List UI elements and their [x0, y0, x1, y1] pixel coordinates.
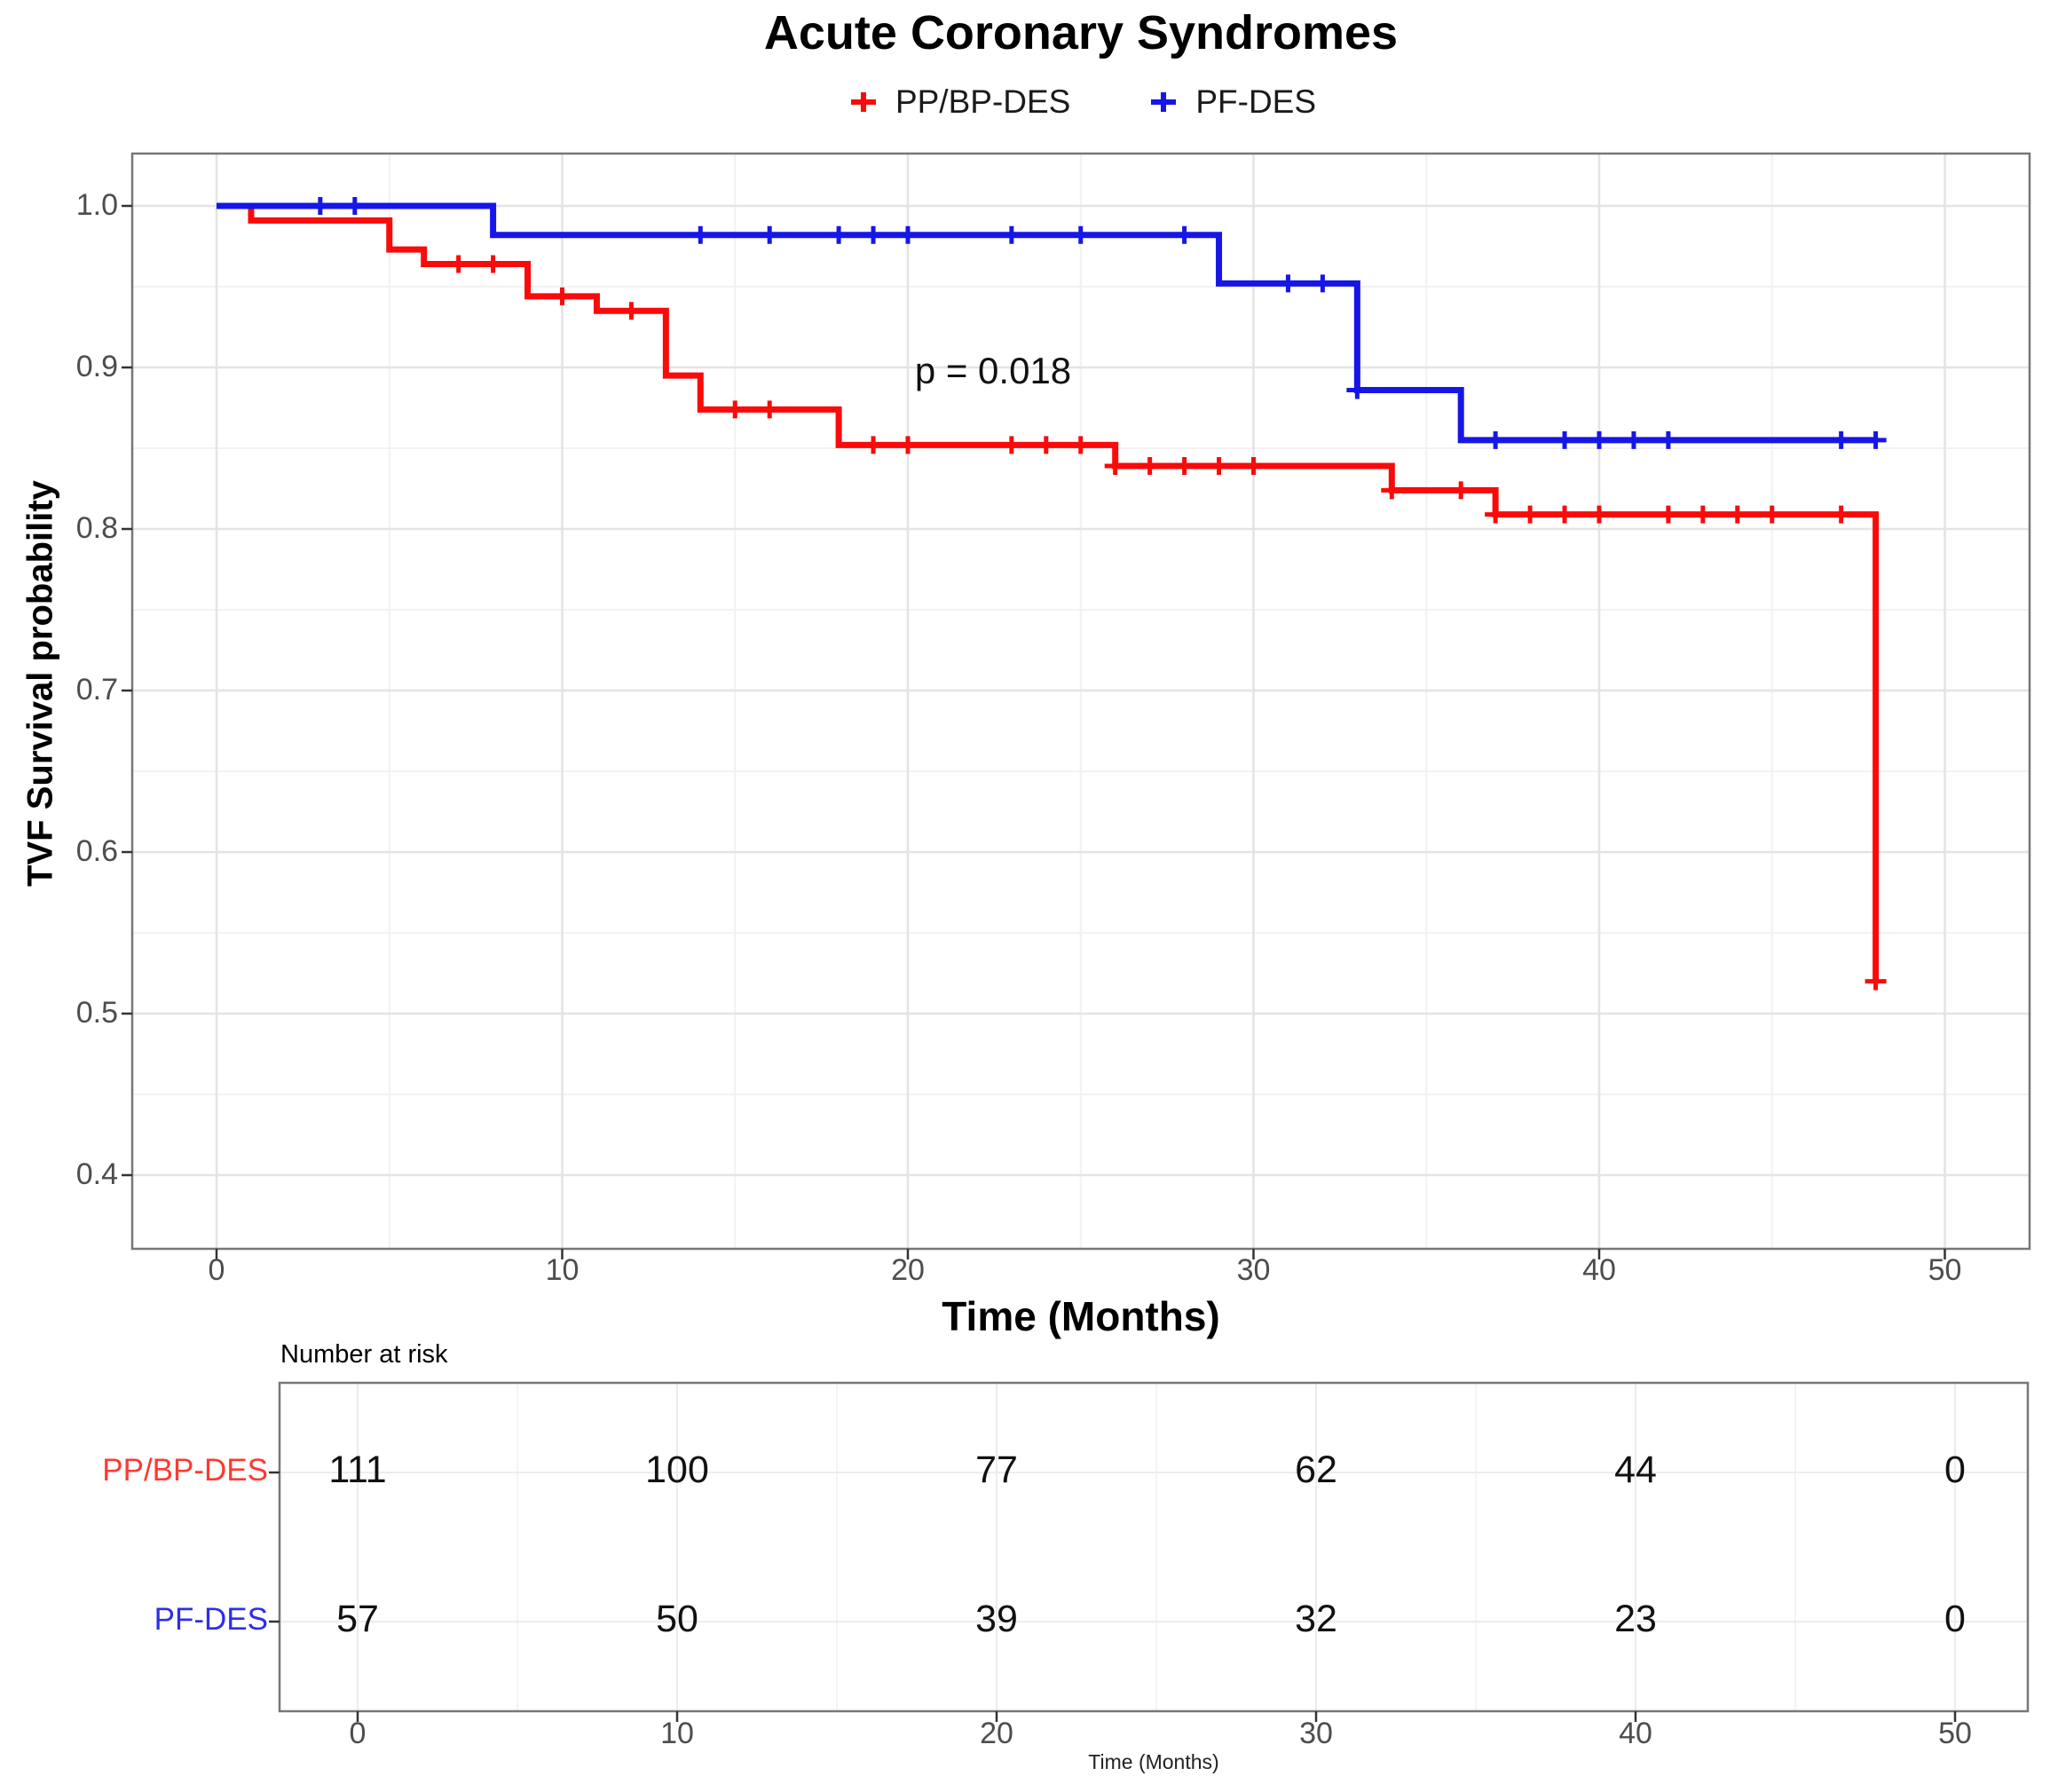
risk-table-caption: Number at risk: [280, 1340, 448, 1369]
censor-mark: [1312, 274, 1334, 293]
y-tick-label: 0.7: [75, 673, 118, 707]
censor-mark: [1830, 430, 1852, 449]
risk-value: 62: [1295, 1449, 1337, 1491]
censor-mark: [1691, 505, 1714, 524]
risk-row-label: PP/BP-DES: [102, 1453, 268, 1488]
censor-mark: [309, 197, 331, 215]
censor-mark: [1069, 436, 1092, 454]
km-curve-1: [217, 197, 1887, 449]
censor-mark: [863, 225, 885, 244]
y-tick-label: 1.0: [75, 188, 118, 222]
censor-mark: [1035, 436, 1057, 454]
y-tick-label: 0.9: [75, 350, 118, 383]
risk-table-x-axis-title: Time (Months): [1088, 1750, 1219, 1773]
censor-mark: [1830, 505, 1852, 524]
censor-mark: [1242, 457, 1265, 476]
legend-item-pfdes: PF-DES: [1146, 83, 1316, 121]
censor-mark: [1173, 457, 1195, 476]
censor-mark: [759, 225, 781, 244]
censor-mark: [1208, 457, 1230, 476]
censor-mark: [1657, 430, 1679, 449]
plus-icon: [1151, 92, 1177, 112]
x-tick-label: 10: [545, 1253, 580, 1287]
censor-mark: [1277, 274, 1299, 293]
legend-label-ppbpdes: PP/BP-DES: [895, 83, 1071, 120]
x-tick-label: 40: [1582, 1253, 1616, 1287]
risk-value: 57: [336, 1598, 379, 1640]
risk-value: 50: [656, 1598, 698, 1640]
risk-table-x-tick-label: 0: [349, 1717, 367, 1750]
risk-row-label: PF-DES: [154, 1602, 268, 1637]
y-tick-label: 0.5: [75, 996, 118, 1030]
censor-mark: [724, 400, 746, 419]
legend-label-pfdes: PF-DES: [1195, 83, 1317, 120]
censor-mark: [1450, 481, 1472, 500]
censor-mark: [1865, 430, 1887, 449]
risk-value: 111: [328, 1449, 387, 1491]
risk-value: 77: [975, 1449, 1018, 1491]
risk-value: 0: [1944, 1598, 1966, 1640]
y-tick-label: 0.4: [75, 1157, 118, 1191]
censor-mark: [1761, 505, 1783, 524]
censor-mark: [1726, 505, 1748, 524]
x-tick-label: 20: [891, 1253, 925, 1287]
censor-mark: [897, 436, 919, 454]
censor-mark: [828, 225, 850, 244]
risk-value: 0: [1944, 1449, 1966, 1491]
censor-mark: [897, 225, 919, 244]
censor-mark: [1589, 505, 1610, 524]
x-tick-label: 50: [1928, 1253, 1962, 1287]
km-curve-0: [217, 202, 1887, 991]
censor-mark: [1173, 225, 1195, 244]
censor-mark: [1000, 436, 1022, 454]
legend: PP/BP-DES PF-DES: [132, 83, 2030, 121]
censor-mark: [1000, 225, 1022, 244]
risk-value: 23: [1614, 1598, 1657, 1640]
risk-value: 44: [1614, 1449, 1657, 1491]
censor-mark: [1519, 505, 1541, 524]
censor-mark: [1657, 505, 1679, 524]
censor-mark: [1865, 972, 1887, 991]
censor-mark: [620, 302, 643, 320]
x-axis-title: Time (Months): [942, 1293, 1220, 1339]
risk-value: 100: [645, 1449, 709, 1491]
x-tick-label: 0: [208, 1253, 225, 1287]
censor-mark: [1104, 457, 1126, 476]
chart-title: Acute Coronary Syndromes: [763, 6, 1399, 59]
p-value-annotation: p = 0.018: [914, 350, 1072, 391]
censor-mark: [863, 436, 885, 454]
censor-mark: [1381, 481, 1403, 500]
censor-mark: [690, 225, 712, 244]
x-tick-label: 30: [1236, 1253, 1271, 1287]
risk-table-x-tick-label: 10: [660, 1717, 694, 1750]
risk-table-x-tick-label: 30: [1299, 1717, 1333, 1750]
censor-mark: [1554, 505, 1576, 524]
censor-mark: [1554, 430, 1576, 449]
risk-value: 32: [1295, 1598, 1337, 1640]
risk-value: 39: [975, 1598, 1018, 1640]
risk-table-x-tick-label: 40: [1619, 1717, 1652, 1750]
censor-mark: [343, 197, 366, 215]
censor-mark: [1346, 381, 1368, 399]
censor-mark: [759, 400, 781, 419]
censor-mark: [1485, 430, 1507, 449]
y-tick-label: 0.8: [75, 511, 118, 545]
censor-mark: [1139, 457, 1161, 476]
censor-mark: [447, 255, 469, 273]
censor-mark: [1485, 505, 1507, 524]
censor-mark: [1622, 430, 1644, 449]
censor-mark: [1069, 225, 1092, 244]
y-tick-label: 0.6: [75, 834, 118, 868]
censor-mark: [551, 287, 573, 305]
legend-item-ppbpdes: PP/BP-DES: [846, 83, 1070, 121]
censor-mark: [482, 255, 504, 273]
censor-mark: [1589, 430, 1610, 449]
risk-table-x-tick-label: 20: [980, 1717, 1013, 1750]
risk-table-x-tick-label: 50: [1938, 1717, 1972, 1750]
plus-icon: [850, 92, 876, 112]
